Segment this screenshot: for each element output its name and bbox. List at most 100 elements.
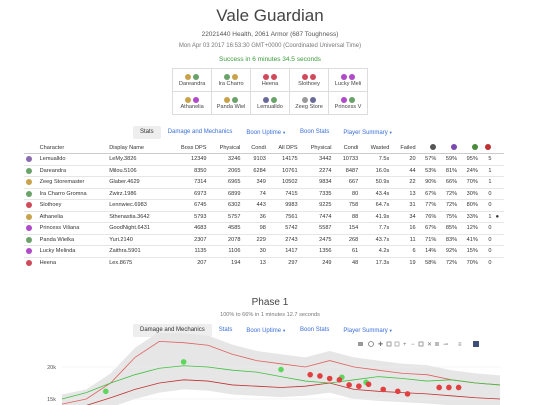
- boon-fury-icon[interactable]: [438, 142, 460, 154]
- table-row[interactable]: Panda Wielka Yuri.2140 2307 2078 229 2743 2475…: [24, 233, 504, 246]
- column-header[interactable]: Failed: [391, 142, 418, 154]
- column-header[interactable]: Physical: [208, 142, 243, 154]
- column-header[interactable]: Character: [37, 142, 108, 154]
- column-header[interactable]: Physical: [299, 142, 334, 154]
- squad-member-name: Lemualldo: [257, 104, 283, 110]
- cell-p2: 75%: [438, 210, 460, 223]
- cell-extra: [493, 187, 504, 200]
- red-marker[interactable]: [356, 383, 362, 389]
- column-header-label: Boss DPS: [181, 144, 207, 151]
- table-row[interactable]: Zeeg Storemaster Glaber.4629 7314 6965 349 10…: [24, 176, 504, 188]
- toolbar-zoom-in-icon[interactable]: +: [403, 342, 407, 348]
- boon-quickness-icon[interactable]: [459, 142, 480, 154]
- column-header[interactable]: Wasted: [360, 142, 392, 154]
- tab-boon-stats[interactable]: Boon Stats: [293, 324, 336, 337]
- tab-damage-and-mechanics[interactable]: Damage and Mechanics: [161, 126, 240, 139]
- y-tick-label: 15k: [47, 397, 56, 403]
- table-row[interactable]: Princess Viliana GoodNight.6431 4683 4585 98…: [24, 222, 504, 234]
- squad-member: Princess V: [328, 91, 368, 115]
- tab-stats[interactable]: Stats: [133, 126, 161, 139]
- profession-icon: [26, 167, 32, 174]
- profession-icon: [26, 248, 32, 254]
- profession-cell: [24, 187, 38, 200]
- cell-p4: 1: [479, 210, 494, 223]
- toolbar-hover-icon[interactable]: ⊸: [443, 342, 448, 348]
- toolbar-compare-icon[interactable]: ≡: [458, 342, 462, 348]
- red-marker[interactable]: [336, 377, 343, 383]
- toolbar-plotly-logo-icon[interactable]: [473, 341, 479, 347]
- series-line[interactable]: [61, 365, 501, 400]
- tab-player-summary[interactable]: Player Summary▼: [336, 126, 399, 139]
- cell-failed: 6: [391, 245, 418, 257]
- boon-might-icon[interactable]: [417, 142, 439, 154]
- series-line[interactable]: [62, 379, 501, 405]
- toolbar-lasso-icon[interactable]: [394, 341, 400, 347]
- column-header[interactable]: Boss DPS: [168, 142, 209, 154]
- green-marker[interactable]: [103, 388, 109, 395]
- column-header-label: Display Name: [109, 144, 145, 151]
- green-marker[interactable]: [180, 359, 187, 365]
- table-row[interactable]: Ira Charro Gromna Zwirz.1986 6973 6899 74 741…: [24, 187, 504, 200]
- chevron-down-icon: ▼: [282, 328, 287, 333]
- red-marker[interactable]: [404, 391, 411, 397]
- cell-condi: 9103: [242, 153, 268, 165]
- cell-condi: 443: [242, 199, 268, 211]
- toolbar-camera-icon[interactable]: [358, 342, 363, 346]
- green-marker[interactable]: [278, 366, 284, 373]
- column-header[interactable]: Condi: [333, 142, 361, 154]
- red-marker[interactable]: [326, 375, 333, 382]
- cell-failed: 19: [391, 256, 418, 268]
- cell-all-condi: 268: [333, 233, 361, 246]
- red-marker[interactable]: [365, 381, 372, 388]
- profession-cell: [24, 199, 38, 211]
- red-marker[interactable]: [307, 371, 314, 378]
- cell-character: Ira Charro Gromna: [37, 187, 108, 200]
- y-tick-label: 20k: [47, 365, 56, 371]
- red-marker[interactable]: [436, 384, 442, 391]
- red-marker[interactable]: [395, 388, 401, 395]
- series-line[interactable]: [61, 340, 501, 405]
- toolbar-zoom-out-icon[interactable]: −: [411, 342, 415, 348]
- red-marker[interactable]: [317, 373, 323, 379]
- tab-boon-uptime[interactable]: Boon Uptime▼: [239, 126, 293, 139]
- toolbar-pan-icon[interactable]: ✚: [378, 341, 383, 348]
- cell-extra: ●: [493, 210, 504, 223]
- red-marker[interactable]: [455, 384, 462, 391]
- tab-label: Stats: [218, 327, 233, 333]
- tab-player-summary[interactable]: Player Summary▼: [336, 324, 399, 337]
- column-header[interactable]: Display Name: [107, 142, 169, 154]
- table-row[interactable]: Athanelia Sthenastia.3642 5793 5757 36 7561 74…: [24, 210, 504, 223]
- table-row[interactable]: Lemualldo LeMy.3826 12349 3246 9103 14175 3442…: [24, 153, 504, 165]
- column-header[interactable]: Condi: [242, 142, 268, 154]
- cell-p1: 76%: [417, 210, 439, 223]
- toolbar-zoom-icon[interactable]: [368, 341, 374, 347]
- tab-boon-uptime[interactable]: Boon Uptime▼: [239, 324, 293, 337]
- cell-p2: 85%: [438, 222, 460, 234]
- profession-icon: [329, 96, 367, 104]
- cell-wasted: 17.3s: [360, 256, 392, 268]
- toolbar-spike-icon[interactable]: [435, 342, 439, 346]
- cell-extra: [493, 233, 504, 246]
- table-row[interactable]: Heena Lex.8675 207 194 13 297 249 48 17.3s 19 58% 7…: [24, 256, 504, 268]
- table-row[interactable]: Lucky Melinda Zaithra.5901 1135 1106 30 1417 1…: [24, 245, 504, 257]
- red-marker[interactable]: [380, 386, 387, 393]
- red-marker[interactable]: [346, 382, 352, 388]
- cell-p4: 1: [479, 164, 494, 177]
- tab-stats[interactable]: Stats: [212, 324, 240, 337]
- toolbar-autoscale-icon[interactable]: [418, 341, 424, 347]
- cell-character: Princess Viliana: [37, 222, 108, 234]
- boon-alacrity-icon[interactable]: [479, 142, 494, 154]
- column-header[interactable]: All DPS: [267, 142, 300, 154]
- tab-damage-and-mechanics[interactable]: Damage and Mechanics: [133, 324, 212, 337]
- cell-character: Lucky Melinda: [37, 245, 108, 257]
- squad-member-name: Zeeg Store: [295, 104, 323, 110]
- column-header[interactable]: [24, 142, 38, 154]
- toolbar-reset-icon[interactable]: ✕: [427, 342, 432, 348]
- table-row[interactable]: Slothoey Lennwiec.6983 6745 6302 443 9983 9225…: [24, 199, 504, 211]
- cell-all-physical: 3442: [299, 153, 334, 165]
- red-marker[interactable]: [446, 384, 452, 391]
- table-row[interactable]: Dareandra Milou.5106 8350 2065 6284 10761 2274…: [24, 164, 504, 177]
- cell-wasted: 41.9s: [360, 210, 392, 223]
- toolbar-box-select-icon[interactable]: [386, 341, 392, 347]
- tab-boon-stats[interactable]: Boon Stats: [293, 126, 336, 139]
